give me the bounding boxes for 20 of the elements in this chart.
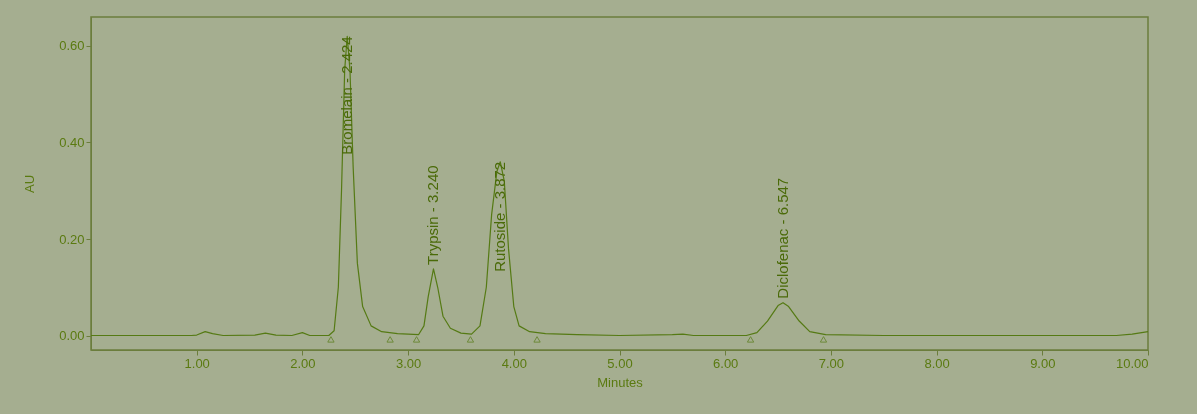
x-tick-label: 6.00 [713, 355, 739, 371]
x-tick-label: 9.00 [1030, 355, 1056, 371]
y-tick-label: 0.60 [59, 38, 85, 54]
annotation: Diclofenac - 6.547 [774, 177, 792, 299]
x-tick-label: 5.00 [607, 355, 633, 371]
annotation: Rutoside - 3.872 [491, 161, 509, 272]
x-tick-label: 1.00 [184, 355, 210, 371]
x-tick-label: 7.00 [818, 355, 845, 371]
y-axis-title: AU [22, 174, 38, 194]
y-tick-label: 0.00 [59, 328, 85, 344]
x-tick-label: 4.00 [501, 355, 527, 371]
x-axis-title: Minutes [597, 374, 644, 390]
x-tick-label: 2.00 [290, 355, 316, 371]
y-tick-label: 0.40 [59, 134, 85, 150]
annotation: Trypsin - 3.240 [424, 165, 442, 265]
x-tick-label: 10.00 [1115, 355, 1149, 371]
x-tick-label: 3.00 [395, 355, 422, 371]
x-tick-label: 8.00 [924, 355, 950, 371]
y-tick-label: 0.20 [59, 231, 85, 247]
annotation: Bromelain - 2.424 [338, 36, 356, 155]
